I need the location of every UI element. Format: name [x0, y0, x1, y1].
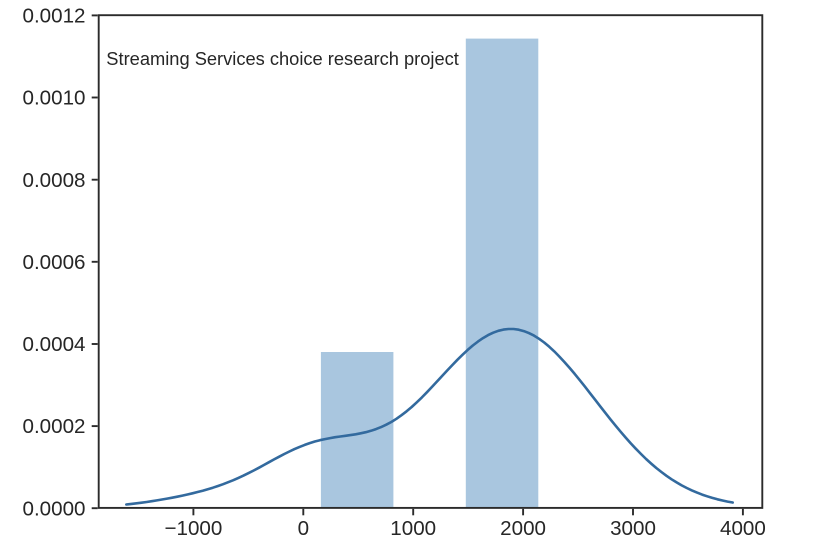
svg-text:0: 0 — [298, 517, 309, 540]
svg-text:0.0006: 0.0006 — [23, 251, 86, 274]
svg-text:0.0000: 0.0000 — [23, 497, 86, 520]
svg-text:1000: 1000 — [390, 517, 436, 540]
svg-text:4000: 4000 — [720, 517, 766, 540]
svg-text:0.0004: 0.0004 — [23, 333, 86, 356]
svg-text:Streaming Services choice rese: Streaming Services choice research proje… — [106, 48, 459, 69]
svg-text:−1000: −1000 — [164, 517, 222, 540]
svg-text:0.0002: 0.0002 — [23, 415, 86, 438]
svg-text:0.0008: 0.0008 — [23, 169, 86, 192]
svg-text:0.0012: 0.0012 — [23, 5, 86, 28]
svg-text:0.0010: 0.0010 — [23, 87, 86, 110]
svg-text:2000: 2000 — [500, 517, 546, 540]
svg-text:3000: 3000 — [610, 517, 656, 540]
